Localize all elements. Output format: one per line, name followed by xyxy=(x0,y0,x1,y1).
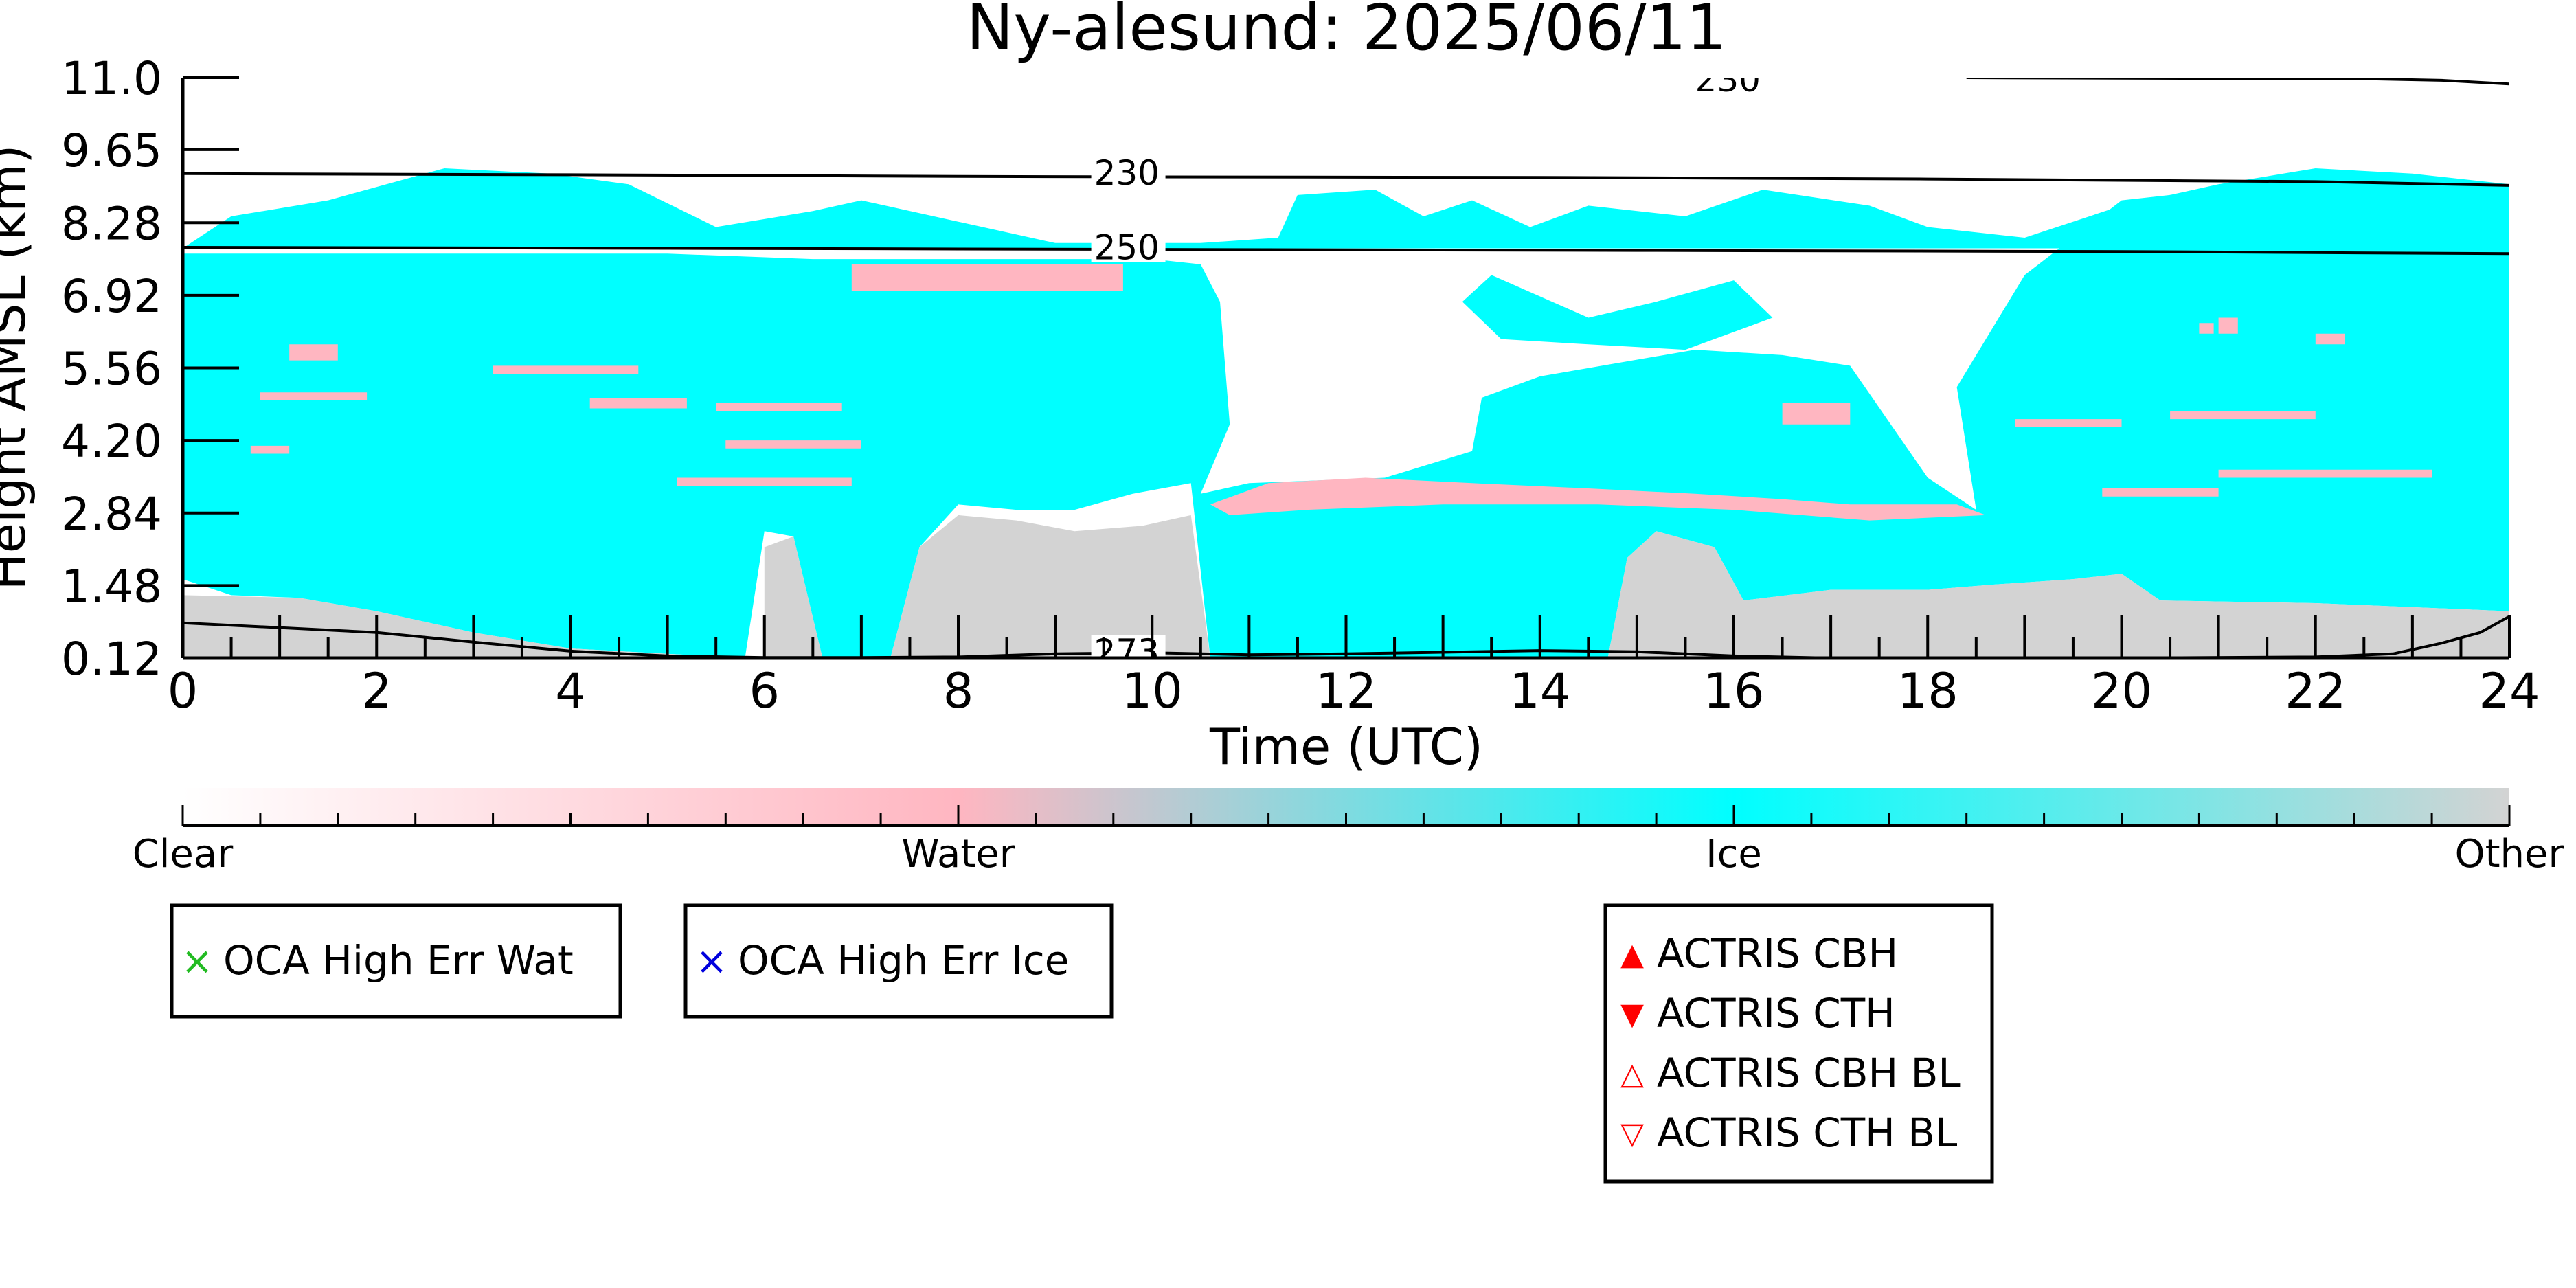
x-tick-label: 2 xyxy=(361,663,392,719)
region-other xyxy=(764,536,823,658)
region-water xyxy=(1210,477,1986,521)
region-other xyxy=(1607,531,2509,658)
hollow-up-triangle-icon: △ xyxy=(1620,1057,1644,1092)
isotherm-line-250 xyxy=(183,246,2509,256)
x-tick-label: 14 xyxy=(1509,663,1570,719)
colorbar-label: Clear xyxy=(133,832,234,877)
legend-oca-ice: × OCA High Err Ice xyxy=(683,903,1114,1019)
region-water xyxy=(725,440,861,449)
colorbar-ticks: Clear Water Ice Other xyxy=(133,805,2564,877)
legend-label: ACTRIS CBH BL xyxy=(1657,1050,1961,1096)
region-water xyxy=(2015,419,2122,427)
x-tick-label: 0 xyxy=(168,663,199,719)
x-marker-icon: × xyxy=(696,939,728,984)
x-tick-label: 4 xyxy=(555,663,586,719)
category-colorbar: Clear Water Ice Other xyxy=(133,788,2564,877)
region-water xyxy=(2315,333,2345,345)
legend-label: OCA High Err Wat xyxy=(223,937,574,984)
isotherm-label: 250 xyxy=(1094,228,1160,268)
x-tick-label: 18 xyxy=(1897,663,1958,719)
region-water xyxy=(2102,488,2219,497)
isotherm-line-230 xyxy=(183,172,2509,187)
x-marker-icon: × xyxy=(181,939,214,984)
legend-box xyxy=(170,903,622,1019)
region-water xyxy=(250,445,290,454)
region-water xyxy=(289,344,338,361)
isotherm-label-bg xyxy=(1692,78,1767,94)
colorbar-label: Other xyxy=(2454,832,2564,877)
legend-oca-water: × OCA High Err Wat xyxy=(170,903,622,1019)
y-tick-label: 1.48 xyxy=(61,560,162,613)
legend-label: OCA High Err Ice xyxy=(738,937,1069,984)
isotherm-label-bg xyxy=(1091,155,1166,188)
legend-actris: ▲ ACTRIS CBH ▼ ACTRIS CTH △ ACTRIS CBH B… xyxy=(1603,903,1994,1184)
colorbar-label: Ice xyxy=(1706,832,1762,877)
y-tick-label: 11.0 xyxy=(61,52,162,105)
y-tick-label: 0.12 xyxy=(61,633,162,686)
hollow-down-triangle-icon: ▽ xyxy=(1620,1116,1644,1151)
x-axis-label: Time (UTC) xyxy=(1209,718,1483,776)
filled-down-triangle-icon: ▼ xyxy=(1620,997,1644,1032)
legend-label: ACTRIS CTH xyxy=(1657,990,1895,1037)
legend-box xyxy=(683,903,1114,1019)
x-tick-label: 16 xyxy=(1703,663,1764,719)
classification-regions xyxy=(183,168,2509,658)
y-tick-label: 6.92 xyxy=(61,270,162,323)
isotherm-line-230 xyxy=(1966,78,2509,86)
region-ice xyxy=(1462,275,1773,350)
y-axis-label: Height AMSL (km) xyxy=(0,145,36,591)
region-water xyxy=(677,477,852,486)
colorbar-label: Water xyxy=(901,832,1016,877)
y-tick-label: 9.65 xyxy=(61,124,162,177)
x-tick-label: 24 xyxy=(2478,663,2540,719)
plot-axes: 0 2 4 6 8 10 12 14 16 18 20 22 240.121.482.844.205.5… xyxy=(61,52,2540,719)
region-water xyxy=(493,365,639,374)
isotherm-label: 230 xyxy=(1695,60,1761,100)
legend-label: ACTRIS CTH BL xyxy=(1657,1109,1957,1156)
y-tick-label: 5.56 xyxy=(61,343,162,396)
region-water xyxy=(260,392,368,400)
legend-box xyxy=(1603,903,1994,1184)
region-water xyxy=(2199,323,2214,334)
region-water xyxy=(1782,403,1851,425)
x-tick-label: 22 xyxy=(2285,663,2346,719)
region-water xyxy=(589,398,687,409)
region-ice xyxy=(183,179,2509,658)
x-tick-label: 8 xyxy=(943,663,974,719)
x-tick-label: 12 xyxy=(1315,663,1377,719)
y-tick-label: 4.20 xyxy=(61,415,162,468)
x-tick-label: 10 xyxy=(1122,663,1183,719)
x-tick-label: 20 xyxy=(2091,663,2152,719)
y-tick-label: 8.28 xyxy=(61,197,162,250)
legend-label: ACTRIS CBH xyxy=(1657,930,1898,977)
filled-up-triangle-icon: ▲ xyxy=(1620,937,1644,972)
region-other xyxy=(890,515,1210,658)
x-tick-label: 6 xyxy=(749,663,780,719)
region-water xyxy=(2218,469,2432,478)
region-water xyxy=(851,264,1123,291)
region-water xyxy=(2218,317,2238,334)
y-tick-label: 2.84 xyxy=(61,488,162,541)
isotherm-label: 230 xyxy=(1094,153,1160,193)
region-ice xyxy=(183,168,2509,249)
chart-title: Ny-alesund: 2025/06/11 xyxy=(967,0,1727,65)
region-water xyxy=(716,403,842,411)
isotherm-label-bg xyxy=(1091,230,1166,262)
region-other xyxy=(183,595,745,658)
region-water xyxy=(2170,411,2316,420)
